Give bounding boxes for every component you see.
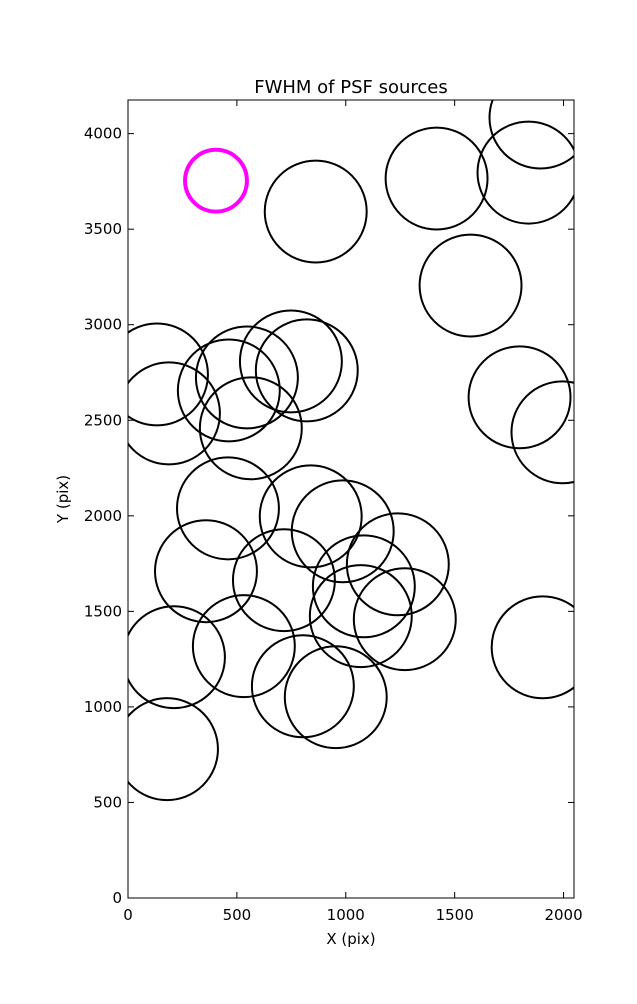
source-circle [263,159,368,264]
source-circle [176,338,281,443]
y-tick-label: 500 [93,793,122,811]
y-axis-label: Y (pix) [54,475,72,524]
x-tick-label: 1000 [327,906,365,924]
source-circle [175,456,280,561]
y-tick-label: 2500 [84,411,122,429]
x-tick-label: 2000 [544,906,582,924]
source-circle [231,528,336,633]
source-circle [128,361,221,466]
source-circle [290,479,395,584]
x-tick-label: 1500 [436,906,474,924]
source-circle [418,233,523,338]
source-circle [183,147,249,214]
source-circle [510,380,574,485]
source-circle [128,697,219,802]
axes-frame [127,99,575,899]
y-tick-label: 4000 [84,125,122,143]
source-circle [258,464,363,569]
source-circle [128,322,209,427]
source-circle [128,605,226,710]
chart-title: FWHM of PSF sources [254,77,448,98]
source-circle [154,519,258,624]
source-circle [476,120,574,225]
y-tick-label: 2000 [84,507,122,525]
x-axis-label: X (pix) [326,930,375,948]
x-tick-label: 0 [123,906,133,924]
y-tick-label: 1500 [84,602,122,620]
source-circle [490,595,574,700]
x-tick-label: 500 [223,906,252,924]
y-tick-label: 1000 [84,698,122,716]
source-circle [308,564,413,669]
source-circle [345,512,450,617]
source-circle [311,534,416,639]
source-circle [254,318,359,423]
source-circle [283,645,388,750]
source-circle [384,126,489,231]
source-circle [238,309,343,414]
source-circle [191,594,296,699]
source-circle [198,376,303,481]
plot-area [128,100,574,802]
y-tick-label: 3500 [84,220,122,238]
source-circle [488,100,574,170]
source-circle [250,634,355,739]
y-tick-label: 0 [112,889,122,907]
source-circle [352,567,457,672]
y-tick-label: 3000 [84,316,122,334]
source-circle [194,325,299,430]
source-circle [467,345,572,450]
